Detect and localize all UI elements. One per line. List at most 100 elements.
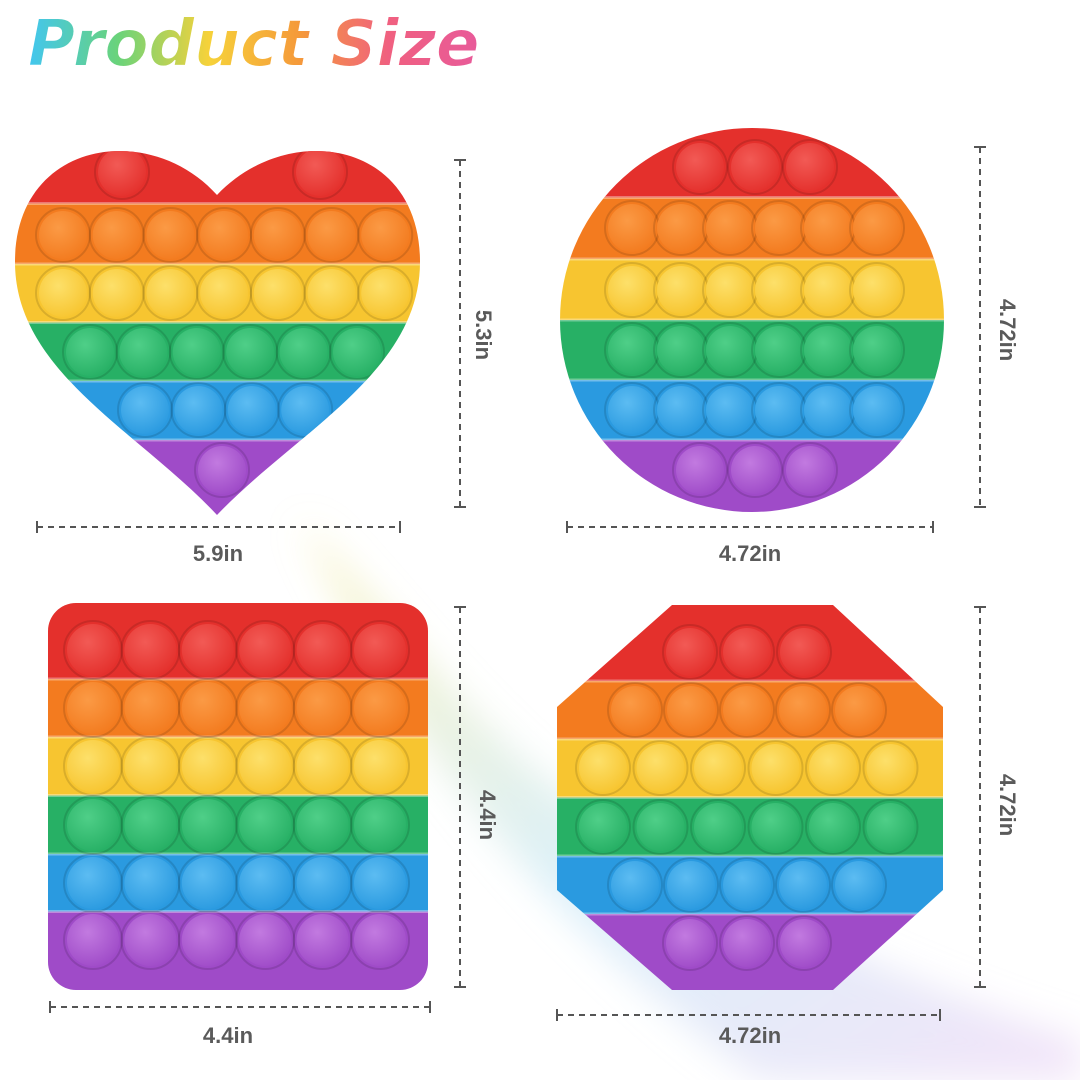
bubble <box>98 151 146 196</box>
bubble <box>181 799 234 851</box>
bubble-ring <box>690 740 746 796</box>
bubble <box>67 857 119 909</box>
bubble <box>296 740 349 792</box>
bubble-ring <box>775 857 831 913</box>
bubble-ring <box>223 382 280 438</box>
bubble-ring <box>747 740 804 796</box>
bubble <box>121 386 169 434</box>
bubble-ring <box>222 324 279 380</box>
bubble <box>667 686 715 734</box>
bubble-ring <box>357 265 414 321</box>
bubble-ring <box>235 910 296 970</box>
bubble <box>172 328 221 376</box>
bubble <box>804 204 852 252</box>
bubble-ring <box>235 678 296 738</box>
bubble-ring <box>719 624 775 680</box>
bubble <box>835 686 883 734</box>
bubble-ring <box>782 442 838 498</box>
bubble-ring <box>831 857 887 913</box>
bubble-ring <box>196 265 253 321</box>
bubble <box>198 446 246 494</box>
bubble <box>296 682 349 734</box>
bubble-ring <box>357 207 414 263</box>
height-label: 4.72in <box>995 299 1020 361</box>
bubble-ring <box>35 207 91 263</box>
bubble <box>200 269 249 317</box>
bubble <box>751 744 800 792</box>
bubble-ring <box>575 799 631 855</box>
bubble-ring <box>775 682 831 738</box>
bubble-ring <box>782 139 838 195</box>
bubble-ring <box>120 795 181 855</box>
bubble <box>279 328 328 376</box>
bubble <box>706 326 754 374</box>
bubble-ring <box>719 682 775 738</box>
pop-it-toy <box>557 605 943 990</box>
bubble-ring <box>168 324 225 380</box>
bubble <box>92 211 141 259</box>
width-label: 4.72in <box>719 541 781 566</box>
bubble-ring <box>177 620 238 680</box>
bubble-ring <box>292 736 353 796</box>
bubble <box>608 386 656 434</box>
bubble <box>239 624 292 676</box>
bubble-ring <box>805 740 861 796</box>
bubble <box>694 803 742 851</box>
pop-it-toy <box>560 128 944 512</box>
bubble-ring <box>350 795 410 855</box>
bubble <box>608 204 656 252</box>
bubble <box>676 446 724 494</box>
width-label: 4.72in <box>719 1023 781 1048</box>
bubble <box>755 266 803 314</box>
color-band <box>15 151 420 204</box>
bubble <box>866 803 915 851</box>
bubble-ring <box>235 795 296 855</box>
bubble <box>780 628 828 676</box>
bubble-ring <box>849 322 905 378</box>
bubble-ring <box>303 207 360 263</box>
bubble <box>333 328 381 376</box>
bubble <box>307 269 356 317</box>
bubble <box>181 857 234 909</box>
bubble-ring <box>120 853 181 913</box>
bubble-ring <box>249 207 306 263</box>
bubble <box>866 744 915 792</box>
bubble <box>174 386 223 434</box>
bubble <box>779 686 827 734</box>
bubble-ring <box>849 200 905 256</box>
bubble-ring <box>719 915 775 971</box>
bubble <box>755 204 803 252</box>
bubble <box>253 269 302 317</box>
bubble <box>181 914 234 966</box>
bubble <box>200 211 249 259</box>
bubble <box>608 326 656 374</box>
bubble-ring <box>177 910 238 970</box>
bubble <box>804 266 852 314</box>
title: Product Size <box>28 8 479 82</box>
bubble <box>39 211 87 259</box>
bubble-ring <box>120 910 181 970</box>
bubble-ring <box>292 795 353 855</box>
bubble <box>779 861 827 909</box>
bubble-ring <box>63 853 123 913</box>
bubble-ring <box>235 620 296 680</box>
bubble <box>751 803 800 851</box>
bubble <box>853 326 901 374</box>
bubble-ring <box>632 799 689 855</box>
bubble <box>124 857 177 909</box>
bubble-ring <box>292 910 353 970</box>
bubble <box>780 919 828 967</box>
bubble <box>657 326 705 374</box>
bubble <box>354 857 406 909</box>
bubble-ring <box>719 857 775 913</box>
bubble <box>124 914 177 966</box>
bubble-ring <box>94 151 150 200</box>
bubble <box>67 624 119 676</box>
bubble-ring <box>63 795 123 855</box>
bubble <box>608 266 656 314</box>
bubble <box>239 857 292 909</box>
bubble-ring <box>177 853 238 913</box>
bubble-ring <box>662 624 718 680</box>
bubble-ring <box>350 736 410 796</box>
bubble-ring <box>727 139 783 195</box>
